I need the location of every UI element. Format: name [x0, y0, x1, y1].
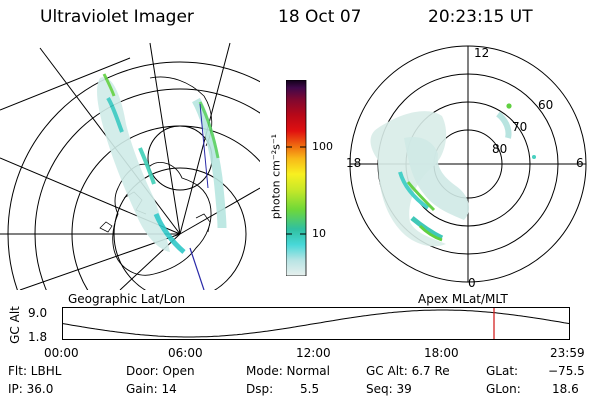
door-info: Door: Open: [126, 364, 195, 378]
timeline-ytick-1-8: 1.8: [28, 330, 48, 344]
mlat-label-80: 80: [492, 142, 508, 156]
glat-value: −75.5: [548, 364, 585, 378]
glat-label: GLat:: [486, 364, 519, 378]
colorbar-tick-10: 10: [312, 227, 326, 240]
instrument-title: Ultraviolet Imager: [40, 7, 194, 27]
mode-info: Mode: Normal: [246, 364, 330, 378]
ip-info: IP: 36.0: [8, 382, 54, 396]
glon-value: 18.6: [552, 382, 579, 396]
mlt-label-12: 12: [474, 46, 490, 60]
timeline-xtick-0600: 06:00: [168, 346, 203, 360]
mlt-label-18: 18: [346, 156, 362, 170]
timeline-xtick-1800: 18:00: [424, 346, 459, 360]
altitude-curve: [62, 309, 570, 338]
timeline-ytick-9: 9.0: [28, 306, 48, 320]
colorbar: [286, 80, 307, 276]
timeline-axis-title: GC Alt: [7, 306, 22, 344]
gain-info: Gain: 14: [126, 382, 177, 396]
colorbar-tick-100: 100: [312, 140, 333, 153]
gc-alt-info: GC Alt: 6.7 Re: [366, 364, 450, 378]
altitude-timeline: [62, 307, 570, 340]
filter-info: Flt: LBHL: [8, 364, 62, 378]
timeline-xtick-0000: 00:00: [44, 346, 79, 360]
mlat-label-60: 60: [538, 98, 554, 112]
apex-panel-label: Apex MLat/MLT: [418, 292, 508, 306]
glon-label: GLon:: [486, 382, 521, 396]
dsp-label: Dsp:: [246, 382, 274, 396]
mlat-label-70: 70: [512, 120, 528, 134]
date-label: 18 Oct 07: [278, 7, 362, 27]
time-label: 20:23:15 UT: [428, 7, 533, 27]
mlt-label-0: 0: [468, 276, 476, 290]
colorbar-unit-label: photon cm⁻²s⁻¹: [269, 133, 283, 220]
geographic-panel-label: Geographic Lat/Lon: [68, 292, 186, 306]
polar-mlat-mlt-plot: [349, 45, 587, 283]
timeline-xtick-2359: 23:59: [550, 346, 585, 360]
dsp-value: 5.5: [300, 382, 320, 396]
mlt-label-6: 6: [576, 156, 584, 170]
geographic-map: [0, 42, 260, 290]
seq-info: Seq: 39: [366, 382, 412, 396]
timeline-xtick-1200: 12:00: [296, 346, 331, 360]
